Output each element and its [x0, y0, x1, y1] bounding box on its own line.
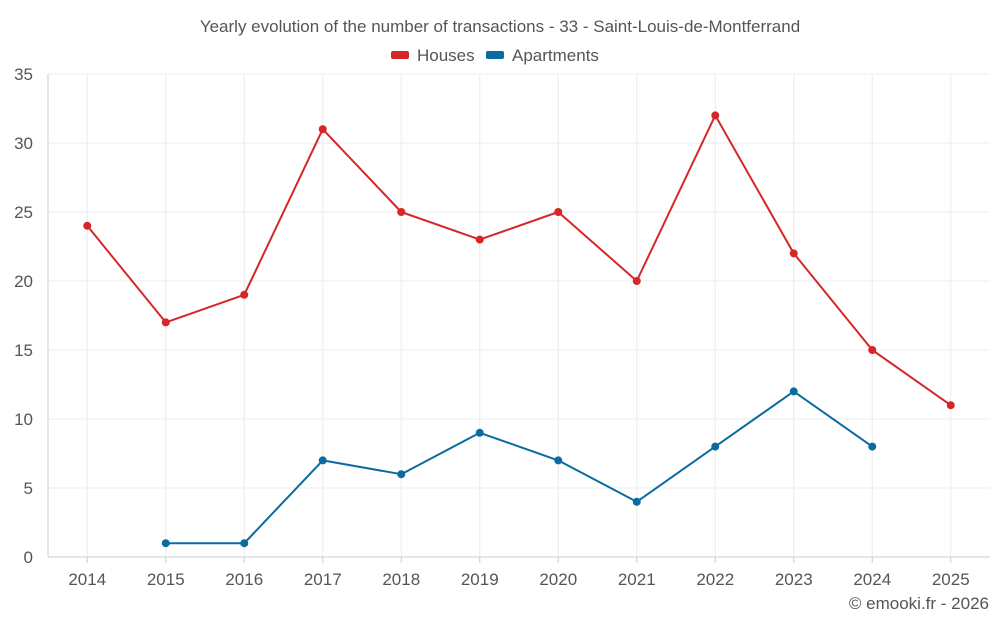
- data-point-houses-2014[interactable]: [83, 221, 92, 230]
- credit-text: © emooki.fr - 2026: [849, 594, 989, 613]
- x-tick-label: 2025: [932, 570, 970, 589]
- y-axis-ticks: 0 5 10 15 20 25 30 35: [14, 65, 33, 567]
- x-tick-label: 2017: [304, 570, 342, 589]
- x-tick-label: 2016: [225, 570, 263, 589]
- series-layer: [83, 111, 955, 548]
- legend-label-apartments[interactable]: Apartments: [512, 46, 599, 65]
- data-point-apartments-2021[interactable]: [632, 497, 641, 506]
- data-point-houses-2017[interactable]: [318, 125, 327, 134]
- legend: Houses Apartments: [391, 46, 599, 65]
- data-point-apartments-2023[interactable]: [789, 387, 798, 396]
- x-tick-label: 2020: [539, 570, 577, 589]
- y-tick-label: 35: [14, 65, 33, 84]
- x-tick-label: 2019: [461, 570, 499, 589]
- data-point-houses-2018[interactable]: [397, 208, 406, 216]
- legend-swatch-houses: [391, 51, 409, 59]
- data-point-apartments-2018[interactable]: [397, 470, 406, 479]
- y-tick-label: 10: [14, 410, 33, 429]
- y-tick-label: 15: [14, 341, 33, 360]
- x-tick-label: 2014: [68, 570, 106, 589]
- series-line-apartments: [165, 390, 873, 545]
- data-point-apartments-2015[interactable]: [161, 539, 170, 548]
- x-tick-label: 2018: [382, 570, 420, 589]
- y-tick-label: 5: [24, 479, 33, 498]
- y-tick-label: 20: [14, 272, 33, 291]
- data-point-houses-2025[interactable]: [946, 401, 955, 410]
- series-line-houses: [86, 114, 952, 407]
- legend-label-houses[interactable]: Houses: [417, 46, 475, 65]
- y-tick-label: 25: [14, 203, 33, 222]
- legend-swatch-apartments: [486, 51, 504, 59]
- x-tick-label: 2024: [853, 570, 891, 589]
- data-point-houses-2019[interactable]: [475, 235, 484, 244]
- data-point-houses-2016[interactable]: [240, 290, 249, 299]
- data-point-apartments-2024[interactable]: [868, 442, 877, 451]
- data-point-apartments-2017[interactable]: [318, 456, 327, 465]
- gridlines: [48, 73, 990, 557]
- x-tick-label: 2015: [147, 570, 185, 589]
- data-point-houses-2021[interactable]: [632, 277, 641, 285]
- axes: [47, 74, 990, 563]
- y-tick-label: 30: [14, 134, 33, 153]
- data-point-apartments-2020[interactable]: [554, 456, 563, 465]
- y-tick-label: 0: [24, 548, 33, 567]
- data-point-houses-2020[interactable]: [554, 208, 563, 216]
- data-point-houses-2024[interactable]: [868, 346, 877, 354]
- data-point-houses-2023[interactable]: [789, 249, 798, 258]
- x-axis-ticks: 2014 2015 2016 2017 2018 2019 2020 2021 2022 2023…: [68, 570, 969, 589]
- data-point-apartments-2019[interactable]: [475, 428, 484, 437]
- data-point-apartments-2016[interactable]: [240, 539, 249, 548]
- data-point-houses-2022[interactable]: [711, 111, 720, 120]
- x-tick-label: 2023: [775, 570, 813, 589]
- chart-title: Yearly evolution of the number of transa…: [200, 17, 800, 36]
- data-point-apartments-2022[interactable]: [711, 442, 720, 451]
- data-point-houses-2015[interactable]: [161, 318, 170, 327]
- x-tick-label: 2021: [618, 570, 656, 589]
- x-tick-label: 2022: [696, 570, 734, 589]
